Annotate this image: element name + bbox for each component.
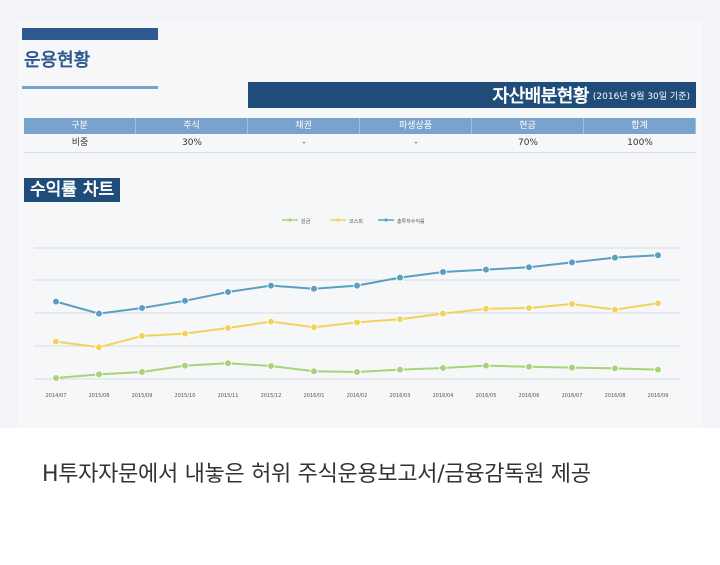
- data-point: [353, 368, 361, 376]
- data-point: [310, 367, 318, 376]
- legend-marker: [288, 218, 292, 222]
- data-point: [181, 329, 189, 338]
- data-point: [482, 265, 490, 274]
- x-tick-label: 2015/12: [261, 393, 282, 399]
- table-cell: 70%: [517, 138, 538, 148]
- x-tick-label: 2015/11: [218, 393, 239, 399]
- data-point: [52, 337, 60, 346]
- data-point: [267, 317, 275, 326]
- legend-marker: [384, 218, 388, 222]
- data-point: [654, 299, 662, 308]
- data-point: [654, 251, 662, 260]
- legend-label: 총투자수익률: [397, 218, 425, 225]
- data-point: [568, 363, 576, 372]
- data-point: [224, 288, 232, 296]
- title-underline: [22, 86, 158, 89]
- data-point: [310, 284, 318, 293]
- data-point: [224, 359, 232, 368]
- table-header-cell: 파생상품: [360, 118, 472, 134]
- data-point: [52, 297, 60, 306]
- data-point: [267, 281, 275, 290]
- data-point: [525, 304, 533, 312]
- data-point: [224, 324, 232, 332]
- image-caption: H투자자문에서 내놓은 허위 주식운용보고서/금융감독원 제공: [42, 462, 591, 487]
- x-tick-label: 2014/07: [46, 393, 67, 399]
- data-point: [181, 296, 189, 305]
- data-point: [396, 365, 404, 374]
- section-title: 운용현황: [24, 50, 91, 71]
- table-header-row: 구분 주식 채권 파생상품 현금 합계: [24, 118, 696, 134]
- x-tick-label: 2015/08: [89, 393, 110, 399]
- data-point: [439, 364, 447, 372]
- data-point: [439, 309, 447, 318]
- report-document: 운용현황 자산배분현황 (2016년 9월 30일 기준) 구분 주식 채권 파…: [18, 20, 702, 428]
- data-point: [439, 268, 447, 276]
- x-tick-label: 2016/04: [433, 393, 454, 399]
- asset-allocation-header: 자산배분현황 (2016년 9월 30일 기준): [248, 82, 696, 108]
- data-point: [482, 304, 490, 313]
- data-point: [138, 368, 146, 376]
- table-cell: -: [414, 138, 418, 148]
- data-point: [353, 281, 361, 290]
- data-point: [138, 332, 146, 340]
- x-tick-label: 2016/05: [476, 393, 497, 399]
- table-cell: 비중: [71, 138, 89, 148]
- legend-label: 원금: [301, 218, 311, 225]
- data-point: [181, 361, 189, 370]
- x-tick-label: 2016/09: [648, 393, 669, 399]
- x-tick-label: 2015/10: [175, 393, 196, 399]
- x-tick-label: 2016/01: [304, 393, 325, 399]
- return-chart: 원금 코스피 총투자수익률 2014/07 2015/08 2015/09 2015/10 2…: [34, 218, 680, 399]
- table-header-cell: 합계: [584, 118, 696, 134]
- data-point: [138, 304, 146, 312]
- chart-title: 수익률 차트: [24, 178, 121, 202]
- data-point: [611, 305, 619, 314]
- data-point: [310, 323, 318, 332]
- data-point: [396, 273, 404, 282]
- data-point: [525, 263, 533, 272]
- asset-allocation-title: 자산배분현황: [492, 86, 590, 107]
- x-tick-label: 2016/06: [519, 393, 540, 399]
- table-cell: 100%: [627, 138, 653, 148]
- data-point: [568, 258, 576, 267]
- asset-allocation-date: (2016년 9월 30일 기준): [592, 91, 690, 102]
- x-tick-label: 2016/03: [390, 393, 411, 399]
- table-header-cell: 구분: [24, 118, 136, 134]
- data-point: [396, 315, 404, 324]
- data-point: [568, 300, 576, 308]
- table-row: 비중 30% - - 70% 100%: [24, 134, 696, 153]
- data-point: [95, 370, 103, 379]
- table-header-cell: 주식: [136, 118, 248, 134]
- legend-label: 코스피: [349, 218, 363, 225]
- data-point: [52, 374, 60, 382]
- x-tick-label: 2015/09: [132, 393, 153, 399]
- data-point: [654, 365, 662, 374]
- header-bar: [22, 28, 158, 40]
- data-point: [353, 318, 361, 327]
- data-point: [611, 253, 619, 262]
- data-point: [95, 343, 103, 352]
- data-point: [525, 362, 533, 371]
- table-cell: 30%: [181, 138, 202, 148]
- data-point: [482, 361, 490, 370]
- legend-marker: [336, 218, 340, 222]
- report-image: 운용현황 자산배분현황 (2016년 9월 30일 기준) 구분 주식 채권 파…: [0, 0, 720, 428]
- allocation-table: 구분 주식 채권 파생상품 현금 합계 비중 30% - - 70% 100%: [24, 118, 696, 153]
- x-tick-label: 2016/07: [562, 393, 583, 399]
- table-header-cell: 현금: [472, 118, 584, 134]
- x-tick-label: 2016/02: [347, 393, 368, 399]
- data-point: [95, 309, 103, 318]
- x-tick-label: 2016/08: [605, 393, 626, 399]
- table-header-cell: 채권: [248, 118, 360, 134]
- data-point: [267, 362, 275, 370]
- data-point: [611, 364, 619, 373]
- table-cell: -: [302, 138, 306, 148]
